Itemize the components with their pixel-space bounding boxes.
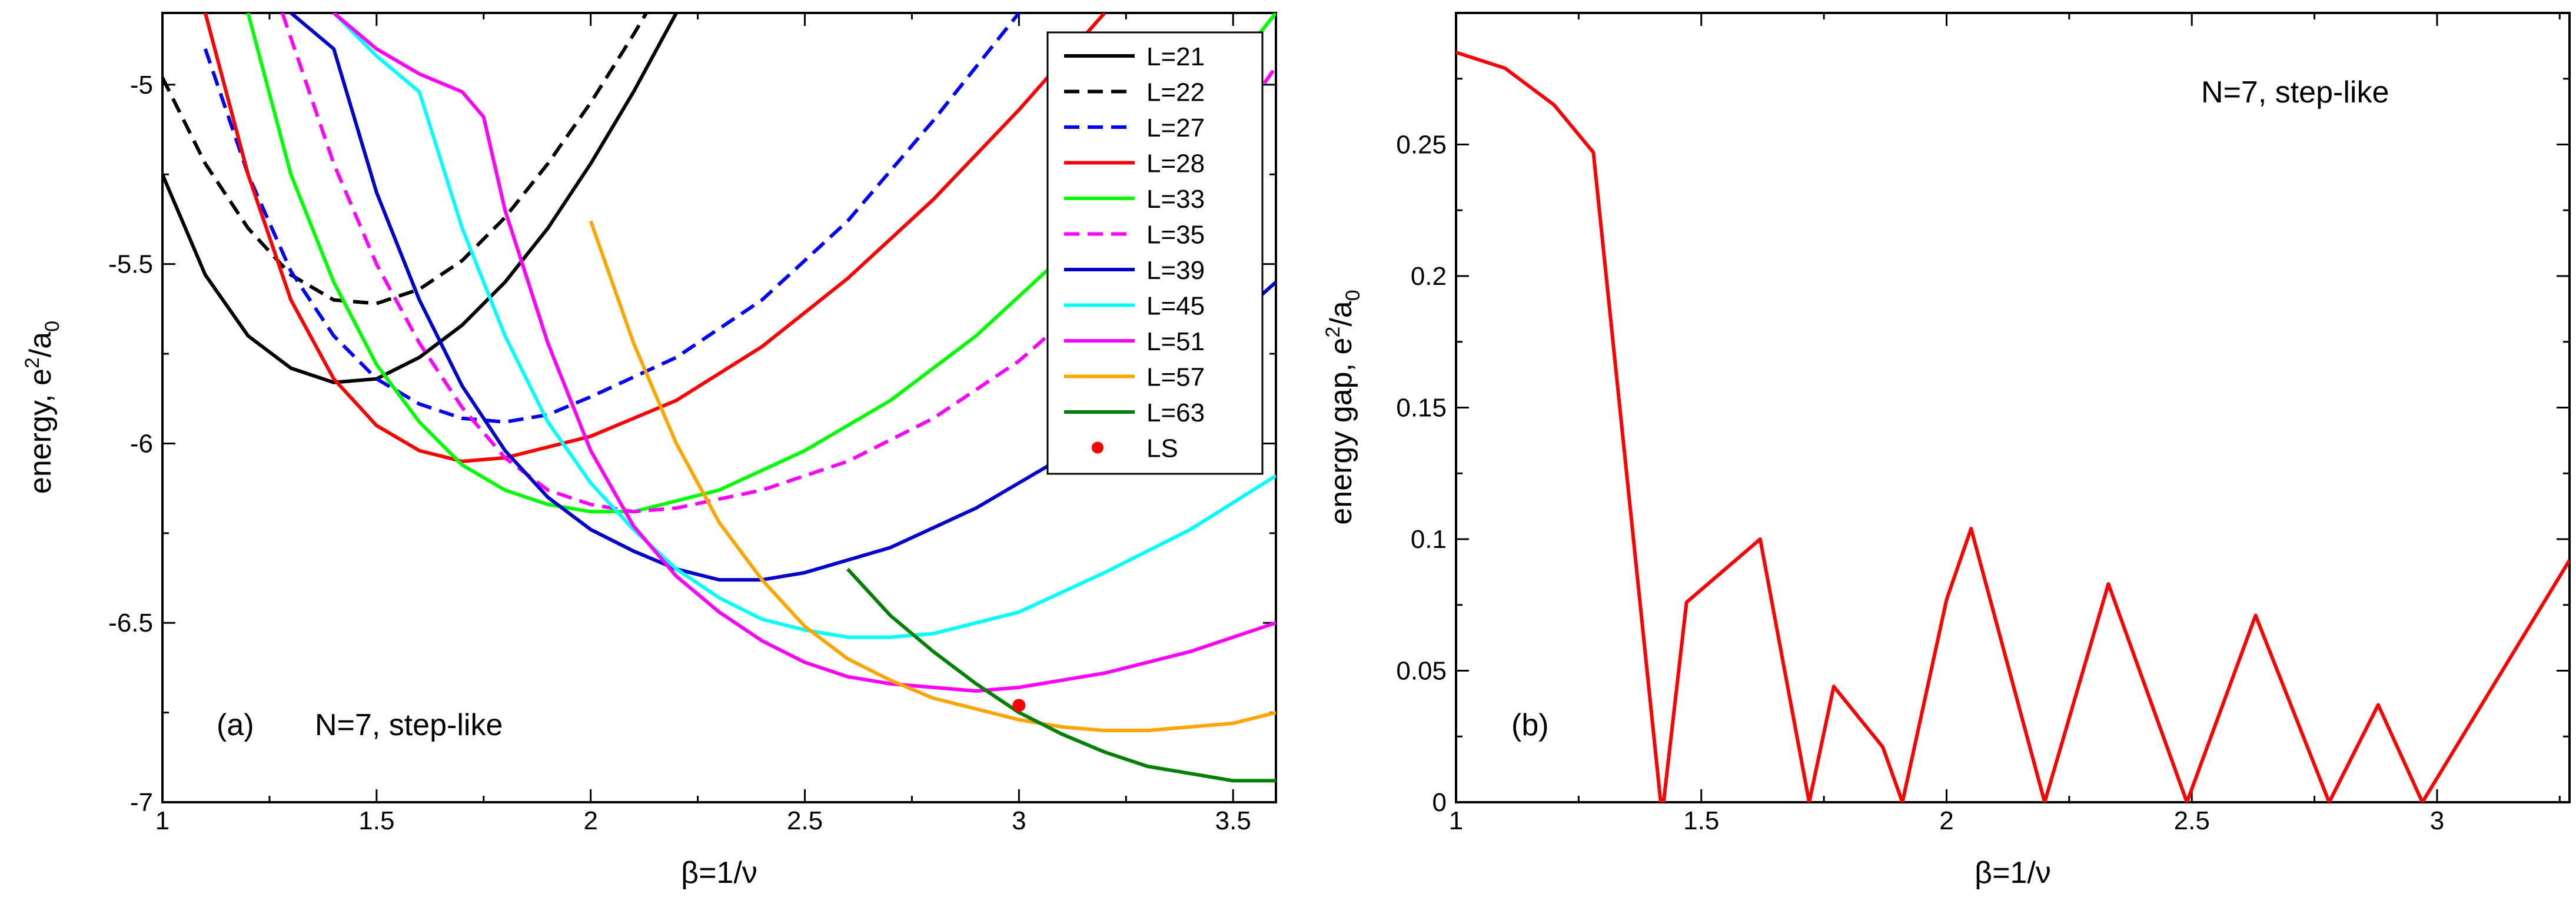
panel-b-y-label-sup: 2 <box>1322 327 1344 338</box>
panel-a-y-label-mid: /a <box>24 332 58 357</box>
panel-a-x-tick-label: 1.5 <box>358 806 394 835</box>
panel-b: 1 1.5 2 2.5 3 0 0.05 0.1 0.15 0.2 0.25 (b) N=7, s… <box>1322 12 2571 890</box>
legend-label: L=22 <box>1146 78 1205 107</box>
panel-b-series <box>1456 51 2570 802</box>
panel-b-x-tick-label: 2 <box>1939 806 1953 835</box>
panel-a-x-axis-label: β=1/ν <box>681 856 757 890</box>
panel-b-series-gap <box>1456 51 2570 802</box>
panel-b-x-tick-label: 3 <box>2430 806 2444 835</box>
legend-label: L=45 <box>1146 292 1205 321</box>
panel-a-label: (a) <box>217 708 254 742</box>
panel-b-x-tick-label: 2.5 <box>2174 806 2210 835</box>
panel-a-annotation: N=7, step-like <box>315 708 503 742</box>
panel-a-y-tick-label: -6.5 <box>108 609 153 637</box>
panel-b-y-label-sub: 0 <box>1342 290 1364 301</box>
panel-a-series-l-21 <box>162 13 678 384</box>
panel-a-x-tick-label: 3.5 <box>1215 806 1251 835</box>
panel-a-marker-ls <box>1012 699 1026 712</box>
panel-b-x-tick-label: 1.5 <box>1683 806 1719 835</box>
panel-b-x-ticks: 1 1.5 2 2.5 3 <box>1449 13 2561 835</box>
panel-a-plot-frame <box>161 12 1277 803</box>
panel-a-series-l-27 <box>203 13 1021 424</box>
panel-a-y-tick-label: -5.5 <box>108 250 153 279</box>
panel-a-y-tick-label: -5 <box>130 71 153 99</box>
panel-b-y-tick-label: 0 <box>1432 788 1447 817</box>
legend-swatch-marker <box>1092 441 1103 454</box>
legend-box <box>1046 31 1264 475</box>
panel-b-y-ticks: 0 0.05 0.1 0.15 0.2 0.25 <box>1396 12 2570 817</box>
panel-b-y-label-mid: /a <box>1324 301 1358 326</box>
legend-label: LS <box>1146 434 1178 463</box>
legend-label: L=39 <box>1146 256 1205 285</box>
legend-label: L=28 <box>1146 149 1205 178</box>
panel-a-series-l-45 <box>332 13 1276 639</box>
panel-a-series-l-51 <box>333 13 1276 693</box>
panel-a-x-tick-label: 1 <box>155 806 169 835</box>
panel-b-y-tick-label: 0.25 <box>1396 131 1447 160</box>
panel-b-y-label-main: energy gap, e <box>1324 338 1358 525</box>
legend-label: L=27 <box>1146 114 1205 142</box>
panel-a-series-l-22 <box>162 13 648 305</box>
legend-label: L=63 <box>1146 398 1205 427</box>
legend-label: L=33 <box>1146 185 1205 214</box>
panel-a-y-tick-label: -6 <box>130 429 153 458</box>
panel-a-legend: L=21 L=22 L=27 L=28 L=33 L=35 L=39 L=45 L=51 L=57… <box>1046 31 1264 475</box>
panel-a-x-tick-label: 2 <box>583 806 597 835</box>
panel-a-markers <box>1012 699 1026 712</box>
legend-label: L=35 <box>1146 221 1205 250</box>
panel-b-y-tick-label: 0.15 <box>1396 394 1447 423</box>
panel-a-series <box>162 13 1276 783</box>
panel-a-y-tick-label: -7 <box>130 788 153 817</box>
panel-b-y-tick-label: 0.1 <box>1411 525 1447 554</box>
panel-a-series-l-39 <box>290 13 1276 582</box>
panel-a: 1 1.5 2 2.5 3 3.5 -7 -6.5 -6 -5.5 -5 L=21 L=22 L=27… <box>21 12 1277 890</box>
legend-label: L=51 <box>1146 327 1205 356</box>
panel-a-y-label-sup: 2 <box>21 357 44 368</box>
panel-a-y-axis-label: energy, e2/a0 <box>21 321 64 494</box>
panel-b-y-tick-label: 0.2 <box>1411 262 1447 291</box>
panel-a-y-label-sub: 0 <box>41 321 64 332</box>
panel-b-x-tick-label: 1 <box>1449 806 1463 835</box>
panel-b-y-tick-label: 0.05 <box>1396 657 1447 686</box>
panel-a-x-ticks: 1 1.5 2 2.5 3 3.5 <box>155 13 1251 835</box>
panel-a-series-l-63 <box>846 567 1276 783</box>
panel-a-y-ticks: -7 -6.5 -6 -5.5 -5 <box>108 71 1276 817</box>
legend-label: L=21 <box>1146 42 1205 71</box>
panel-a-x-tick-label: 2.5 <box>787 806 823 835</box>
legend-label: L=57 <box>1146 363 1205 392</box>
panel-a-series-l-35 <box>280 13 1276 514</box>
panel-a-y-label-main: energy, e <box>24 368 58 494</box>
panel-b-label: (b) <box>1511 708 1549 742</box>
panel-b-annotation: N=7, step-like <box>2201 75 2389 109</box>
panel-a-series-l-57 <box>589 220 1276 733</box>
panel-a-x-tick-label: 3 <box>1012 806 1026 835</box>
panel-b-y-axis-label: energy gap, e2/a0 <box>1322 290 1364 524</box>
panel-b-x-axis-label: β=1/ν <box>1975 856 2051 890</box>
